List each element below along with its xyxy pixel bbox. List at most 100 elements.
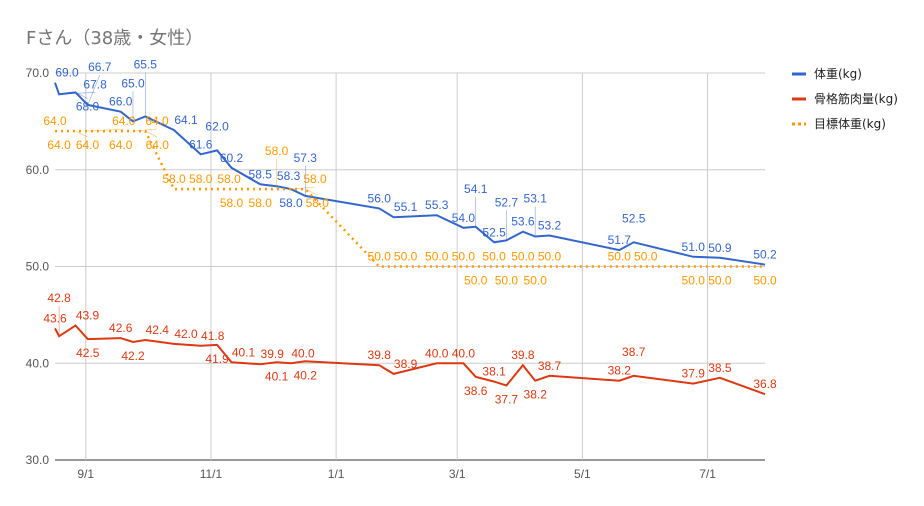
data-label: 40.1	[232, 345, 256, 359]
data-label: 42.6	[109, 321, 133, 335]
data-label: 51.0	[682, 240, 706, 254]
data-label: 36.8	[753, 377, 777, 391]
data-label: 64.0	[76, 138, 100, 152]
data-label: 56.0	[368, 191, 392, 205]
data-label: 43.9	[76, 309, 100, 323]
x-tick-label: 5/1	[574, 467, 591, 481]
label-leader	[75, 92, 88, 99]
data-label: 67.8	[83, 77, 107, 91]
data-label: 50.2	[753, 248, 777, 262]
data-label: 66.0	[109, 95, 133, 109]
y-tick-label: 30.0	[26, 453, 50, 467]
data-label: 64.0	[146, 138, 170, 152]
data-label: 58.3	[277, 169, 301, 183]
data-label: 64.0	[145, 114, 169, 128]
label-leader	[132, 128, 158, 132]
data-label: 50.0	[452, 250, 476, 264]
x-tick-label: 3/1	[449, 467, 466, 481]
data-label: 58.5	[249, 167, 273, 181]
data-label: 53.6	[511, 215, 535, 229]
data-label: 68.0	[76, 99, 100, 113]
data-label: 50.0	[634, 250, 658, 264]
y-tick-label: 70.0	[26, 66, 50, 80]
x-tick-label: 11/1	[200, 467, 223, 481]
data-label: 38.2	[524, 388, 548, 402]
data-label: 58.0	[220, 196, 244, 210]
x-tick-label: 7/1	[699, 467, 716, 481]
data-label: 60.2	[220, 151, 244, 165]
data-label: 38.7	[622, 345, 646, 359]
label-leader	[290, 186, 316, 190]
data-label: 64.0	[112, 114, 136, 128]
data-label: 53.2	[538, 219, 562, 233]
data-label: 40.0	[291, 346, 315, 360]
data-label: 58.0	[265, 144, 289, 158]
label-leader	[87, 128, 124, 132]
data-label: 64.0	[47, 138, 71, 152]
data-label: 38.7	[538, 359, 562, 373]
data-label: 50.0	[753, 274, 777, 288]
data-label: 53.1	[524, 192, 548, 206]
data-label: 58.0	[217, 172, 241, 186]
data-label: 55.3	[425, 198, 449, 212]
data-label: 40.2	[294, 368, 318, 382]
data-label: 55.1	[394, 200, 418, 214]
data-label: 40.0	[452, 346, 476, 360]
data-label: 39.8	[368, 348, 392, 362]
data-label: 39.9	[261, 347, 285, 361]
y-tick-label: 60.0	[26, 163, 50, 177]
x-tick-label: 9/1	[77, 467, 94, 481]
data-label: 50.0	[425, 250, 449, 264]
data-label: 50.9	[708, 241, 732, 255]
data-label: 61.6	[189, 137, 213, 151]
data-label: 58.0	[249, 196, 273, 210]
data-label: 37.9	[682, 367, 706, 381]
series-line	[54, 82, 766, 266]
data-label: 58.0	[306, 196, 330, 210]
data-label: 38.2	[608, 364, 632, 378]
label-leader	[145, 130, 158, 138]
data-label: 42.0	[174, 327, 198, 341]
x-tick-label: 1/1	[328, 467, 345, 481]
legend-entry: 骨格筋肉量(kg)	[814, 91, 898, 106]
legend-entry: 体重(kg)	[814, 67, 862, 81]
data-label: 58.0	[162, 172, 186, 186]
y-tick-label: 50.0	[26, 260, 50, 274]
data-label: 50.0	[511, 250, 535, 264]
data-label: 41.8	[201, 329, 225, 343]
data-label: 64.0	[43, 114, 67, 128]
data-label: 38.9	[394, 357, 418, 371]
label-layer: 30.0 40.0 50.0 60.0 70.0 9/1 11/1 1/1 3/1 5/1 7/1 体…	[26, 58, 898, 482]
data-label: 51.7	[608, 233, 632, 247]
data-label: 64.0	[109, 138, 133, 152]
data-label: 42.2	[121, 349, 145, 363]
data-label: 40.1	[265, 369, 289, 383]
data-label: 58.0	[279, 196, 303, 210]
data-label: 50.0	[394, 250, 418, 264]
data-label: 50.0	[608, 250, 632, 264]
data-label: 52.7	[495, 195, 519, 209]
data-label: 43.6	[43, 311, 67, 325]
data-label: 58.0	[303, 172, 327, 186]
lines-layer	[54, 72, 806, 396]
leader-layer	[58, 72, 536, 337]
legend-entry: 目標体重(kg)	[814, 117, 886, 131]
data-label: 42.4	[146, 323, 170, 337]
data-label: 54.0	[452, 211, 476, 225]
data-label: 37.7	[495, 393, 519, 407]
data-label: 41.9	[205, 352, 229, 366]
data-label: 64.1	[174, 113, 198, 127]
data-label: 50.0	[495, 274, 519, 288]
data-label: 38.5	[708, 361, 732, 375]
data-label: 42.5	[76, 346, 100, 360]
data-label: 52.5	[622, 211, 646, 225]
data-label: 50.0	[682, 274, 706, 288]
data-label: 57.3	[294, 151, 318, 165]
data-label: 50.0	[464, 274, 488, 288]
label-leader	[87, 74, 101, 106]
data-label: 50.0	[708, 274, 732, 288]
data-label: 50.0	[538, 250, 562, 264]
y-tick-label: 40.0	[26, 356, 50, 370]
